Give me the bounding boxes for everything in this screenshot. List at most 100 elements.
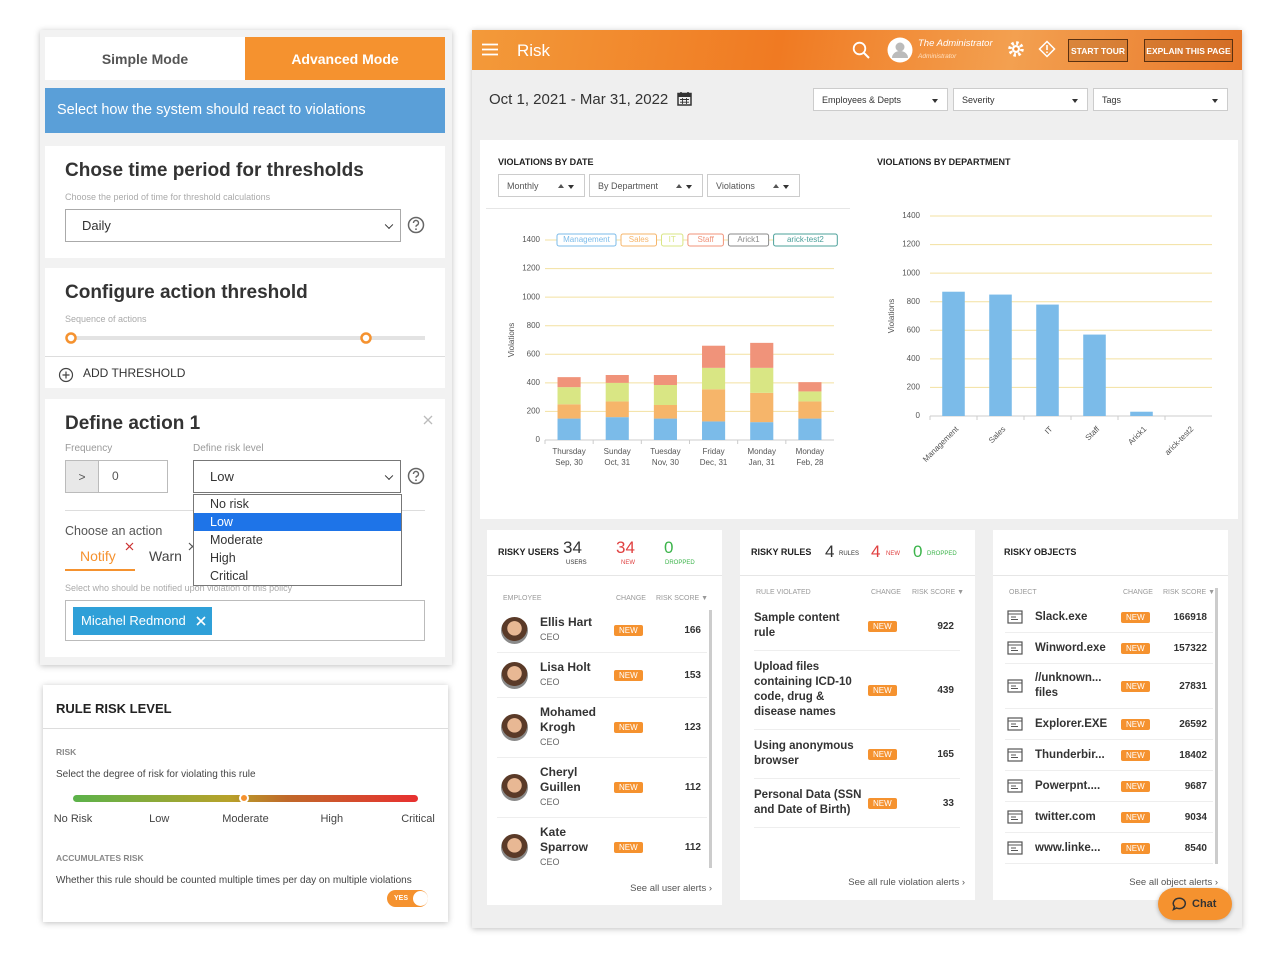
object-row[interactable]: Explorer.EXE NEW 26592 xyxy=(1005,709,1213,740)
chat-button[interactable] xyxy=(1158,888,1232,920)
alert-icon[interactable] xyxy=(1038,40,1056,58)
bar-segment xyxy=(653,405,677,419)
object-row[interactable]: Powerpnt.... NEW 9687 xyxy=(1005,771,1213,802)
period-select[interactable]: Daily xyxy=(65,209,401,242)
scrollbar[interactable] xyxy=(1215,588,1218,864)
recipient-chip[interactable]: Micahel Redmond xyxy=(73,607,212,635)
rule-row[interactable]: Sample content rule NEW 922 xyxy=(754,602,960,651)
simple-mode-tab[interactable]: Simple Mode xyxy=(45,37,245,80)
column-header[interactable]: CHANGE xyxy=(616,595,646,602)
avatar[interactable] xyxy=(887,37,913,63)
chart-control[interactable]: Violations xyxy=(707,174,800,197)
y-tick-label: 600 xyxy=(527,349,541,358)
object-row[interactable]: Winword.exe NEW 157322 xyxy=(1005,633,1213,664)
recipients-box[interactable] xyxy=(65,600,425,641)
rules-list: Sample content rule NEW 922 Upload files co… xyxy=(754,602,960,864)
risk-select[interactable]: Low xyxy=(193,460,401,493)
risk-option[interactable]: High xyxy=(210,551,236,565)
risk-level-label: Moderate xyxy=(222,813,269,825)
divider xyxy=(486,208,850,209)
column-header[interactable]: RISK SCORE ▼ xyxy=(912,589,965,596)
date-range[interactable]: Oct 1, 2021 - Mar 31, 2022 xyxy=(489,91,669,108)
operator[interactable]: > xyxy=(65,460,99,493)
object-row[interactable]: www.linke... NEW 8540 xyxy=(1005,833,1213,864)
slider-knob[interactable] xyxy=(239,793,249,803)
bar-segment xyxy=(605,375,629,383)
rule-row[interactable]: Upload files containing ICD-10 code, dru… xyxy=(754,651,960,730)
footer-link[interactable]: See all user alerts › xyxy=(630,883,712,894)
object-row[interactable]: Thunderbir... NEW 18402 xyxy=(1005,740,1213,771)
user-info: Cheryl Guillen CEO xyxy=(540,765,608,810)
bar-segment xyxy=(702,389,726,422)
bar-segment xyxy=(653,375,677,385)
object-row[interactable]: Slack.exe NEW 166918 xyxy=(1005,602,1213,633)
object-name: Winword.exe xyxy=(1035,641,1106,654)
add-icon[interactable] xyxy=(58,367,74,383)
footer-link[interactable]: See all object alerts › xyxy=(1129,877,1218,888)
start-tour-button[interactable]: START TOUR xyxy=(1068,39,1128,62)
footer-link[interactable]: See all rule violation alerts › xyxy=(848,877,965,888)
help-icon[interactable] xyxy=(407,467,425,485)
risk-score: 165 xyxy=(937,748,954,760)
change-badge: NEW xyxy=(1121,680,1150,692)
x-tick-label: Arick1 xyxy=(1126,424,1148,446)
user-name: The Administrator xyxy=(918,38,993,49)
user-row[interactable]: Lisa Holt CEO NEW 153 xyxy=(497,653,707,698)
column-header[interactable]: RISK SCORE ▼ xyxy=(1163,589,1216,596)
column-header[interactable]: CHANGE xyxy=(1123,589,1153,596)
explain-button[interactable]: EXPLAIN THIS PAGE xyxy=(1144,39,1233,62)
search-icon[interactable] xyxy=(852,41,870,59)
y-tick-label: 400 xyxy=(527,378,541,387)
user-row[interactable]: Kate Sparrow CEO NEW 112 xyxy=(497,818,707,870)
risk-option[interactable]: Critical xyxy=(210,569,249,583)
scrollbar[interactable] xyxy=(709,610,712,868)
column-header[interactable]: CHANGE xyxy=(871,589,901,596)
card-title: RISKY USERS xyxy=(498,547,559,557)
user-row[interactable]: Cheryl Guillen CEO NEW 112 xyxy=(497,758,707,818)
filter-dropdown[interactable]: Employees & Depts xyxy=(813,88,948,111)
user-row[interactable]: Mohamed Krogh CEO NEW 123 xyxy=(497,698,707,758)
user-name: Cheryl Guillen xyxy=(540,765,581,794)
y-tick-label: 1400 xyxy=(522,235,540,244)
x-tick-label: Oct, 31 xyxy=(604,458,630,467)
action-tab[interactable]: Warn xyxy=(149,548,182,564)
object-name: Powerpnt.... xyxy=(1035,779,1101,792)
y-tick-label: 0 xyxy=(536,435,541,444)
object-row[interactable]: //unknown... files NEW 27831 xyxy=(1005,664,1213,709)
advanced-mode-tab[interactable]: Advanced Mode xyxy=(245,37,445,80)
close-icon[interactable] xyxy=(423,415,433,425)
change-badge: NEW xyxy=(868,748,897,760)
risk-level-label: No Risk xyxy=(53,813,93,825)
chart-control[interactable]: Monthly xyxy=(498,174,585,197)
risk-option[interactable]: Moderate xyxy=(210,533,263,547)
risk-option[interactable]: No risk xyxy=(210,497,249,511)
rule-row[interactable]: Personal Data (SSN and Date of Birth) NEW… xyxy=(754,779,960,828)
object-row[interactable]: twitter.com NEW 9034 xyxy=(1005,802,1213,833)
change-badge: NEW xyxy=(1121,642,1150,654)
user-name: Kate Sparrow xyxy=(540,825,589,854)
section-heading: RISK xyxy=(56,747,77,757)
risk-option[interactable]: Low xyxy=(194,513,401,531)
frequency-input[interactable]: 0 xyxy=(98,460,168,493)
filter-dropdown[interactable]: Tags xyxy=(1093,88,1228,111)
help-icon[interactable] xyxy=(407,216,425,234)
add-threshold[interactable]: ADD THRESHOLD xyxy=(83,366,186,380)
rule-row[interactable]: Using anonymous browser NEW 165 xyxy=(754,730,960,779)
sequence-slider[interactable] xyxy=(63,330,429,346)
filter-dropdown[interactable]: Severity xyxy=(953,88,1088,111)
calendar-icon[interactable] xyxy=(677,91,692,106)
x-tick-label: Tuesday xyxy=(650,447,680,456)
card-title: RISKY OBJECTS xyxy=(1004,547,1077,557)
action-tab[interactable]: Notify xyxy=(80,548,116,564)
bar-segment xyxy=(557,404,581,419)
remove-icon[interactable] xyxy=(125,542,134,551)
bar xyxy=(942,291,965,416)
user-name: Lisa Holt xyxy=(540,660,591,674)
menu-icon[interactable] xyxy=(482,43,498,56)
remove-icon[interactable] xyxy=(196,616,206,626)
settings-icon[interactable] xyxy=(1007,40,1025,58)
column-header[interactable]: RISK SCORE ▼ xyxy=(656,595,709,602)
chart-control[interactable]: By Department xyxy=(589,174,703,197)
legend-box xyxy=(661,233,684,247)
user-row[interactable]: Ellis Hart CEO NEW 166 xyxy=(497,608,707,653)
